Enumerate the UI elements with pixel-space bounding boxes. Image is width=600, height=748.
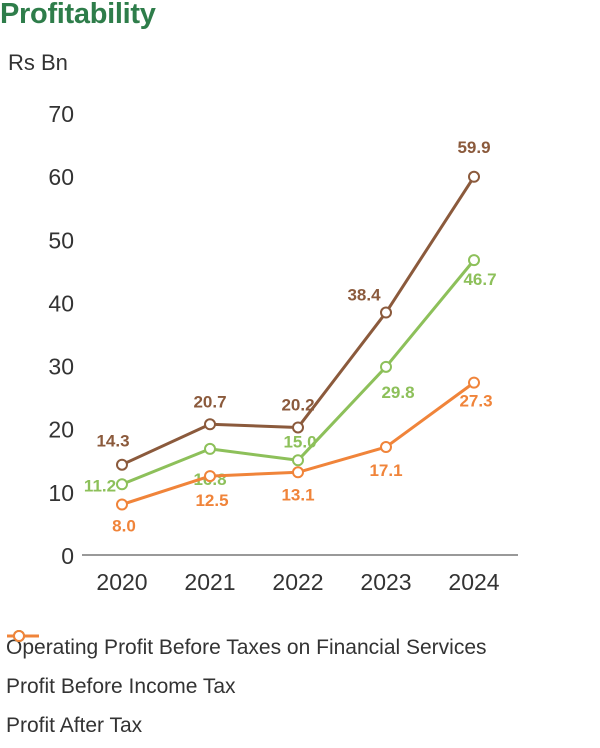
data-point-operating-profit-before-taxes-on-financial-services-2023	[380, 306, 392, 319]
chart-title: Profitability	[0, 0, 156, 30]
y-tick-label-60: 60	[48, 164, 74, 190]
data-point-profit-after-tax-2020	[116, 498, 128, 511]
data-label-profit-before-income-tax-2024: 46.7	[463, 270, 496, 289]
line-chart: 0 10 20 30 40 50 60 70 2020 2021 2022 2023 2024 14.3 2…	[48, 101, 518, 595]
y-tick-label-0: 0	[61, 543, 74, 569]
data-point-profit-after-tax-2024	[468, 376, 480, 389]
data-label-profit-before-income-tax-2020: 11.2	[84, 476, 116, 495]
data-point-profit-before-income-tax-2024	[468, 254, 480, 267]
data-label-profit-after-tax-2022: 13.1	[281, 485, 314, 504]
data-point-profit-before-income-tax-2022	[292, 454, 304, 467]
y-axis-unit-label: Rs Bn	[8, 50, 68, 75]
data-label-profit-before-income-tax-2022: 15.0	[283, 432, 316, 451]
data-label-operating-profit-before-taxes-on-financial-services-2022: 20.2	[281, 395, 314, 414]
legend-label-profit-before-tax: Profit Before Income Tax	[6, 674, 236, 698]
x-tick-label-2024: 2024	[448, 569, 499, 595]
data-label-profit-after-tax-2021: 12.5	[195, 491, 228, 510]
data-label-operating-profit-before-taxes-on-financial-services-2020: 14.3	[96, 432, 129, 451]
data-label-operating-profit-before-taxes-on-financial-services-2023: 38.4	[347, 286, 381, 305]
y-tick-label-10: 10	[48, 480, 74, 506]
data-label-profit-after-tax-2024: 27.3	[459, 392, 492, 411]
y-tick-label-30: 30	[48, 354, 74, 380]
x-tick-label-2023: 2023	[360, 569, 411, 595]
chart-legend: Operating Profit Before Taxes on Financi…	[6, 628, 487, 745]
data-point-profit-before-income-tax-2023	[380, 360, 392, 373]
x-tick-label-2021: 2021	[184, 569, 235, 595]
legend-item-profit-after-tax: Profit After Tax	[6, 630, 487, 745]
data-point-profit-after-tax-2023	[380, 441, 392, 454]
data-point-operating-profit-before-taxes-on-financial-services-2022	[292, 421, 304, 434]
legend-swatch-profit-after-tax	[7, 630, 39, 642]
x-tick-label-2022: 2022	[272, 569, 323, 595]
data-point-operating-profit-before-taxes-on-financial-services-2021	[204, 418, 216, 431]
legend-item-operating-profit: Operating Profit Before Taxes on Financi…	[6, 628, 487, 667]
data-point-operating-profit-before-taxes-on-financial-services-2024	[468, 170, 480, 183]
data-label-profit-before-income-tax-2023: 29.8	[381, 383, 414, 402]
data-label-operating-profit-before-taxes-on-financial-services-2021: 20.7	[193, 392, 226, 411]
data-label-profit-after-tax-2023: 17.1	[369, 461, 402, 480]
y-tick-label-20: 20	[48, 417, 74, 443]
data-point-profit-before-income-tax-2021	[204, 442, 216, 455]
y-tick-label-40: 40	[48, 290, 74, 316]
legend-item-profit-before-tax: Profit Before Income Tax	[6, 630, 487, 706]
y-tick-label-50: 50	[48, 227, 74, 253]
legend-label-profit-after-tax: Profit After Tax	[6, 713, 143, 737]
x-tick-label-2020: 2020	[96, 569, 147, 595]
data-point-profit-before-income-tax-2020	[116, 478, 128, 491]
data-label-operating-profit-before-taxes-on-financial-services-2024: 59.9	[457, 138, 490, 157]
data-point-profit-after-tax-2021	[204, 470, 216, 483]
legend-label-operating-profit: Operating Profit Before Taxes on Financi…	[6, 635, 487, 659]
data-point-profit-after-tax-2022	[292, 466, 304, 479]
data-label-profit-after-tax-2020: 8.0	[112, 516, 136, 535]
y-tick-label-70: 70	[48, 101, 74, 127]
data-point-operating-profit-before-taxes-on-financial-services-2020	[116, 458, 128, 471]
